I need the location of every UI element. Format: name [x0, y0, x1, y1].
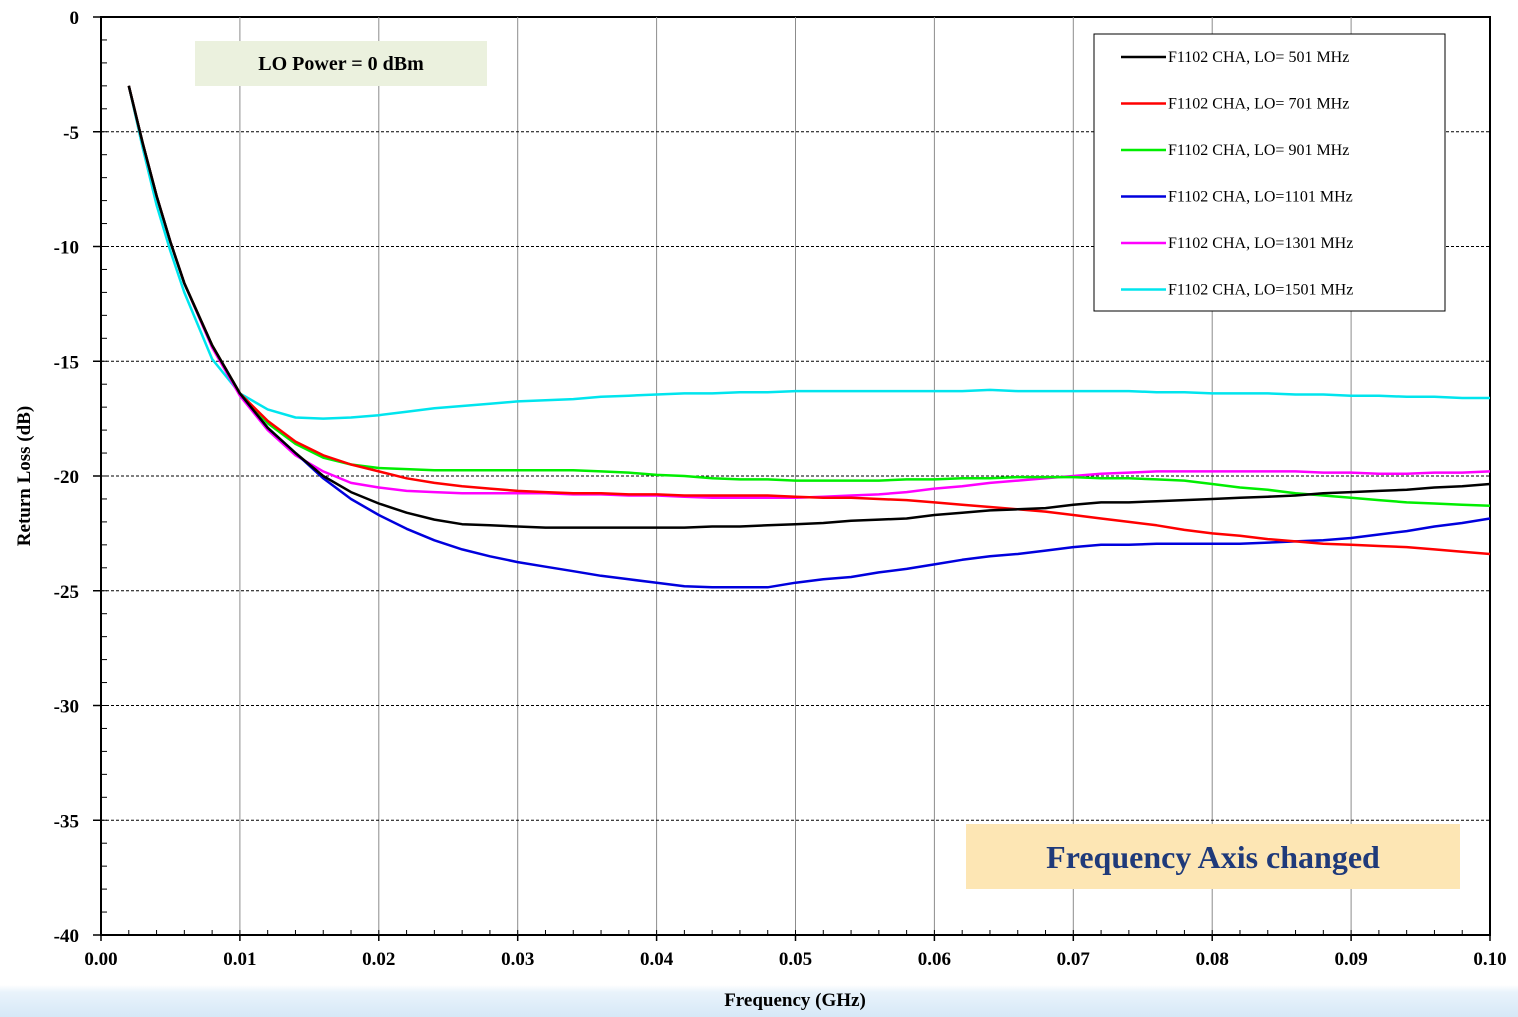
lo-power-annotation: LO Power = 0 dBm [195, 41, 487, 86]
series-line-1 [127, 85, 1491, 529]
legend-label: F1102 CHA, LO=1301 MHz [1168, 235, 1353, 252]
y-tick-label: -25 [54, 582, 79, 603]
y-tick-labels: 0 -5 -10 -15 -20 -25 -30 -35 -40 [54, 8, 79, 947]
x-tick-label: 0.02 [362, 949, 395, 970]
x-axis-title: Frequency (GHz) [724, 990, 866, 1011]
axis-change-banner: Frequency Axis changed [966, 824, 1460, 889]
series-layer [127, 85, 1491, 589]
series-line-3 [127, 85, 1491, 508]
legend-box [1093, 33, 1446, 312]
legend-label: F1102 CHA, LO= 701 MHz [1168, 96, 1349, 113]
y-tick-label: 0 [70, 8, 80, 29]
legend-label: F1102 CHA, LO=1101 MHz [1168, 189, 1353, 206]
x-tick-label: 0.10 [1473, 949, 1506, 970]
x-tick-label: 0.00 [84, 949, 117, 970]
series-line-2 [127, 85, 1491, 556]
y-tick-label: -30 [54, 697, 79, 718]
legend: F1102 CHA, LO= 501 MHz F1102 CHA, LO= 701… [1093, 33, 1446, 312]
axis-change-text: Frequency Axis changed [1046, 839, 1380, 875]
x-tick-label: 0.09 [1334, 949, 1367, 970]
x-tick-label: 0.04 [640, 949, 674, 970]
axis-change-box [966, 824, 1460, 889]
legend-label: F1102 CHA, LO=1501 MHz [1168, 282, 1353, 299]
legend-label: F1102 CHA, LO= 901 MHz [1168, 142, 1349, 159]
x-tick-label: 0.03 [501, 949, 534, 970]
y-tick-label: -5 [63, 123, 79, 144]
x-tick-label: 0.01 [223, 949, 256, 970]
x-tick-label: 0.06 [918, 949, 951, 970]
lo-power-text: LO Power = 0 dBm [258, 53, 424, 75]
y-tick-label: -15 [54, 352, 79, 373]
x-tick-label: 0.05 [779, 949, 812, 970]
y-tick-label: -10 [54, 238, 79, 259]
x-tick-label: 0.07 [1057, 949, 1091, 970]
series-line-6 [127, 85, 1490, 420]
lo-power-box [195, 41, 487, 86]
legend-label: F1102 CHA, LO= 501 MHz [1168, 49, 1349, 66]
y-tick-label: -20 [54, 467, 79, 488]
minor-ticks [93, 16, 1491, 941]
x-tick-label: 0.08 [1196, 949, 1229, 970]
y-tick-label: -40 [54, 926, 79, 947]
y-tick-label: -35 [54, 811, 79, 832]
x-tick-labels: 0.00 0.01 0.02 0.03 0.04 0.05 0.06 0.07 0.08 0.09… [84, 949, 1506, 970]
y-axis-title: Return Loss (dB) [14, 406, 35, 546]
